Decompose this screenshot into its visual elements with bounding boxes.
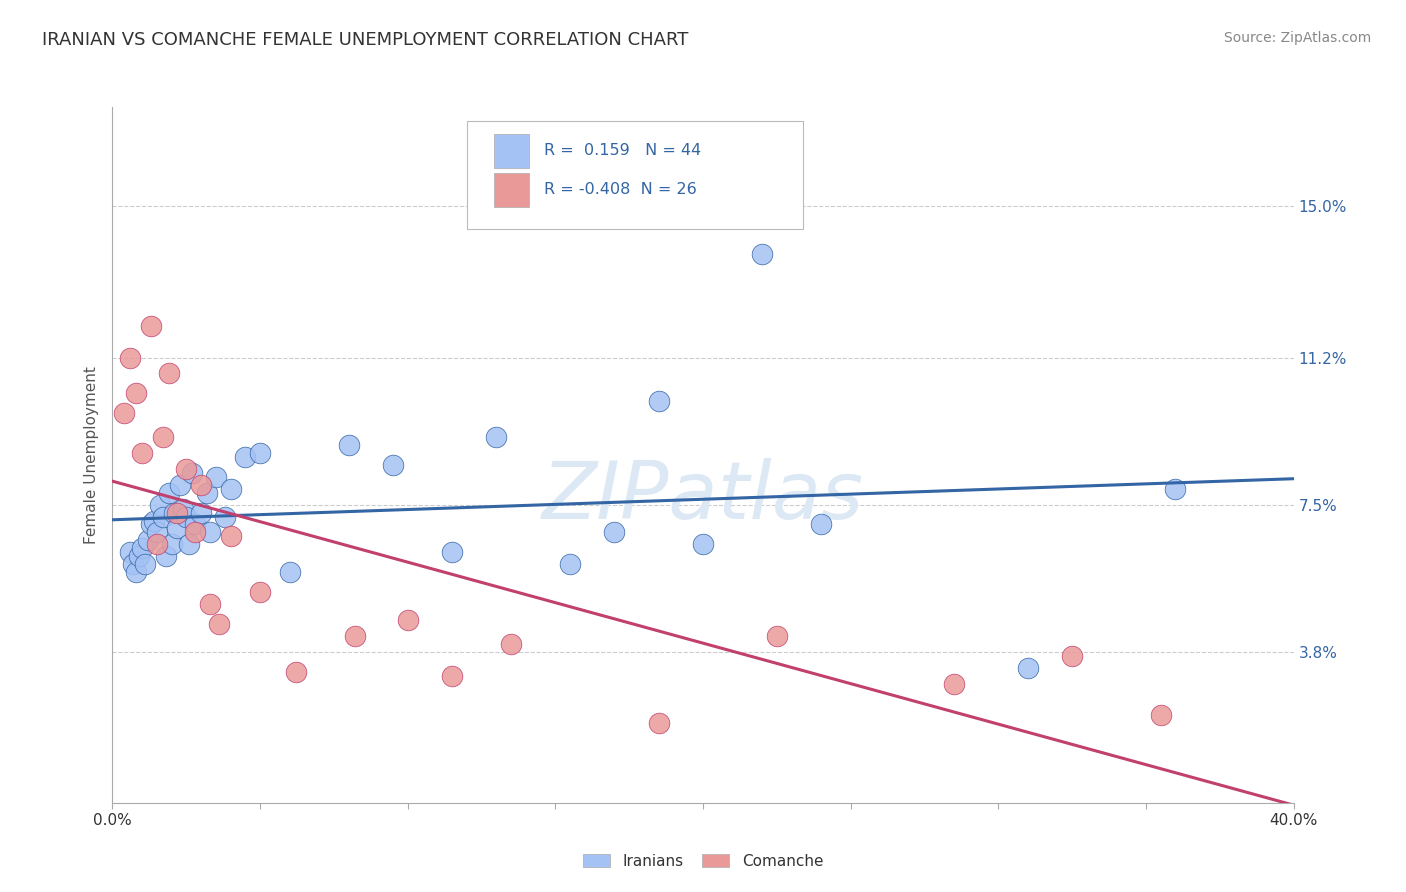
Point	[179, 537, 201, 551]
FancyBboxPatch shape	[467, 121, 803, 229]
Point	[942, 676, 965, 690]
Point	[134, 558, 156, 572]
Point	[163, 506, 186, 520]
Point	[120, 351, 142, 365]
Point	[184, 525, 207, 540]
Point	[128, 549, 150, 564]
Point	[112, 406, 135, 420]
Point	[205, 470, 228, 484]
Point	[125, 565, 148, 579]
Text: R = -0.408  N = 26: R = -0.408 N = 26	[544, 182, 696, 197]
Point	[174, 462, 197, 476]
Point	[766, 629, 789, 643]
Legend: Iranians, Comanche: Iranians, Comanche	[576, 848, 830, 875]
Point	[152, 430, 174, 444]
Point	[149, 498, 172, 512]
Point	[219, 482, 242, 496]
Point	[692, 537, 714, 551]
Point	[198, 597, 221, 611]
Text: R =  0.159   N = 44: R = 0.159 N = 44	[544, 144, 700, 159]
Point	[751, 247, 773, 261]
Point	[157, 367, 180, 381]
Point	[810, 517, 832, 532]
Point	[120, 545, 142, 559]
Point	[139, 517, 162, 532]
Point	[152, 509, 174, 524]
Point	[284, 665, 307, 679]
Point	[166, 521, 188, 535]
Point	[157, 485, 180, 500]
Point	[146, 525, 169, 540]
Point	[136, 533, 159, 548]
Point	[214, 509, 236, 524]
Point	[195, 485, 218, 500]
Point	[1150, 708, 1173, 723]
Point	[139, 318, 162, 333]
Point	[122, 558, 145, 572]
Point	[190, 477, 212, 491]
Point	[441, 545, 464, 559]
Point	[160, 537, 183, 551]
Point	[647, 716, 671, 731]
Point	[337, 438, 360, 452]
Point	[190, 506, 212, 520]
Point	[174, 509, 197, 524]
Point	[172, 501, 194, 516]
Point	[155, 549, 177, 564]
Point	[131, 541, 153, 556]
Point	[233, 450, 256, 464]
Point	[278, 565, 301, 579]
Point	[146, 537, 169, 551]
Point	[485, 430, 508, 444]
Point	[219, 529, 242, 543]
Point	[198, 525, 221, 540]
Point	[166, 506, 188, 520]
FancyBboxPatch shape	[494, 173, 530, 207]
Point	[249, 585, 271, 599]
Point	[441, 668, 464, 682]
Point	[382, 458, 405, 472]
Point	[249, 446, 271, 460]
Point	[142, 514, 165, 528]
Point	[125, 386, 148, 401]
Point	[181, 466, 204, 480]
Text: IRANIAN VS COMANCHE FEMALE UNEMPLOYMENT CORRELATION CHART: IRANIAN VS COMANCHE FEMALE UNEMPLOYMENT …	[42, 31, 689, 49]
Point	[501, 637, 523, 651]
Point	[343, 629, 366, 643]
Point	[208, 616, 231, 631]
Point	[396, 613, 419, 627]
Text: ZIPatlas: ZIPatlas	[541, 458, 865, 536]
Point	[603, 525, 626, 540]
FancyBboxPatch shape	[494, 134, 530, 168]
Point	[1017, 660, 1039, 674]
Point	[647, 394, 671, 409]
Y-axis label: Female Unemployment: Female Unemployment	[84, 366, 100, 544]
Point	[558, 558, 582, 572]
Point	[1164, 482, 1187, 496]
Point	[169, 477, 191, 491]
Point	[131, 446, 153, 460]
Point	[1062, 648, 1084, 663]
Text: Source: ZipAtlas.com: Source: ZipAtlas.com	[1223, 31, 1371, 45]
Point	[184, 517, 207, 532]
